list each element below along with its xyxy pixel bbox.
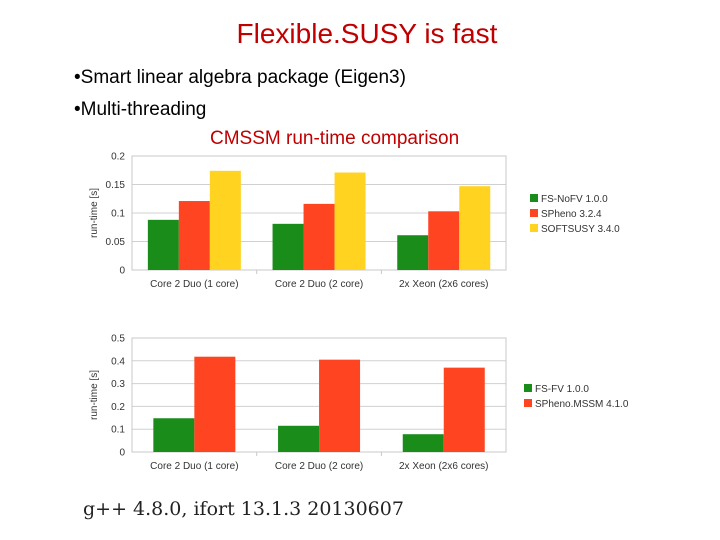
bar — [209, 170, 241, 270]
y-tick-label: 0 — [119, 448, 125, 459]
x-tick-label: Core 2 Duo (1 core) — [150, 461, 238, 472]
x-tick-label: Core 2 Duo (1 core) — [150, 279, 238, 290]
bullet-item: Multi-threading — [74, 94, 406, 126]
legend-entry: SPheno 3.2.4 — [541, 209, 602, 220]
legend-swatch — [524, 384, 532, 392]
bar — [178, 201, 210, 270]
bar — [303, 203, 335, 270]
y-tick-label: 0.1 — [111, 425, 125, 436]
y-tick-label: 0.2 — [111, 152, 125, 163]
chart-heading: CMSSM run-time comparison — [210, 128, 460, 149]
y-tick-label: 0.2 — [111, 402, 125, 413]
bar — [153, 418, 195, 452]
y-tick-label: 0.3 — [111, 379, 125, 390]
x-tick-label: 2x Xeon (2x6 cores) — [399, 279, 489, 290]
slide-title: Flexible.SUSY is fast — [236, 18, 498, 49]
y-tick-label: 0.4 — [111, 356, 125, 367]
y-tick-label: 0.5 — [111, 334, 125, 345]
bar — [147, 219, 179, 270]
bar — [443, 367, 485, 452]
y-tick-label: 0.15 — [106, 180, 126, 191]
bar — [459, 186, 491, 270]
legend-swatch — [524, 399, 532, 407]
y-axis-label: run-time [s] — [89, 370, 100, 420]
legend-swatch — [530, 209, 538, 217]
y-tick-label: 0 — [119, 266, 125, 277]
legend-entry: FS-NoFV 1.0.0 — [541, 194, 608, 205]
legend-swatch — [530, 194, 538, 202]
bar — [428, 211, 460, 270]
bar — [278, 425, 320, 452]
x-tick-label: Core 2 Duo (2 core) — [275, 279, 363, 290]
bar — [194, 356, 236, 452]
compiler-footer: g++ 4.8.0, ifort 13.1.3 20130607 — [83, 498, 404, 520]
y-tick-label: 0.05 — [106, 237, 126, 248]
legend-entry: SPheno.MSSM 4.1.0 — [535, 399, 629, 410]
bullet-item: Smart linear algebra package (Eigen3) — [74, 62, 406, 94]
legend-swatch — [530, 224, 538, 232]
bar — [272, 223, 304, 270]
bar — [319, 359, 361, 452]
y-axis-label: run-time [s] — [89, 188, 100, 238]
x-tick-label: 2x Xeon (2x6 cores) — [399, 461, 489, 472]
bar — [334, 172, 366, 270]
x-tick-label: Core 2 Duo (2 core) — [275, 461, 363, 472]
bar — [397, 235, 429, 270]
bullet-list: Smart linear algebra package (Eigen3) Mu… — [74, 62, 406, 126]
y-tick-label: 0.1 — [111, 209, 125, 220]
legend-entry: FS-FV 1.0.0 — [535, 384, 589, 395]
bar — [402, 434, 444, 452]
legend-entry: SOFTSUSY 3.4.0 — [541, 224, 620, 235]
